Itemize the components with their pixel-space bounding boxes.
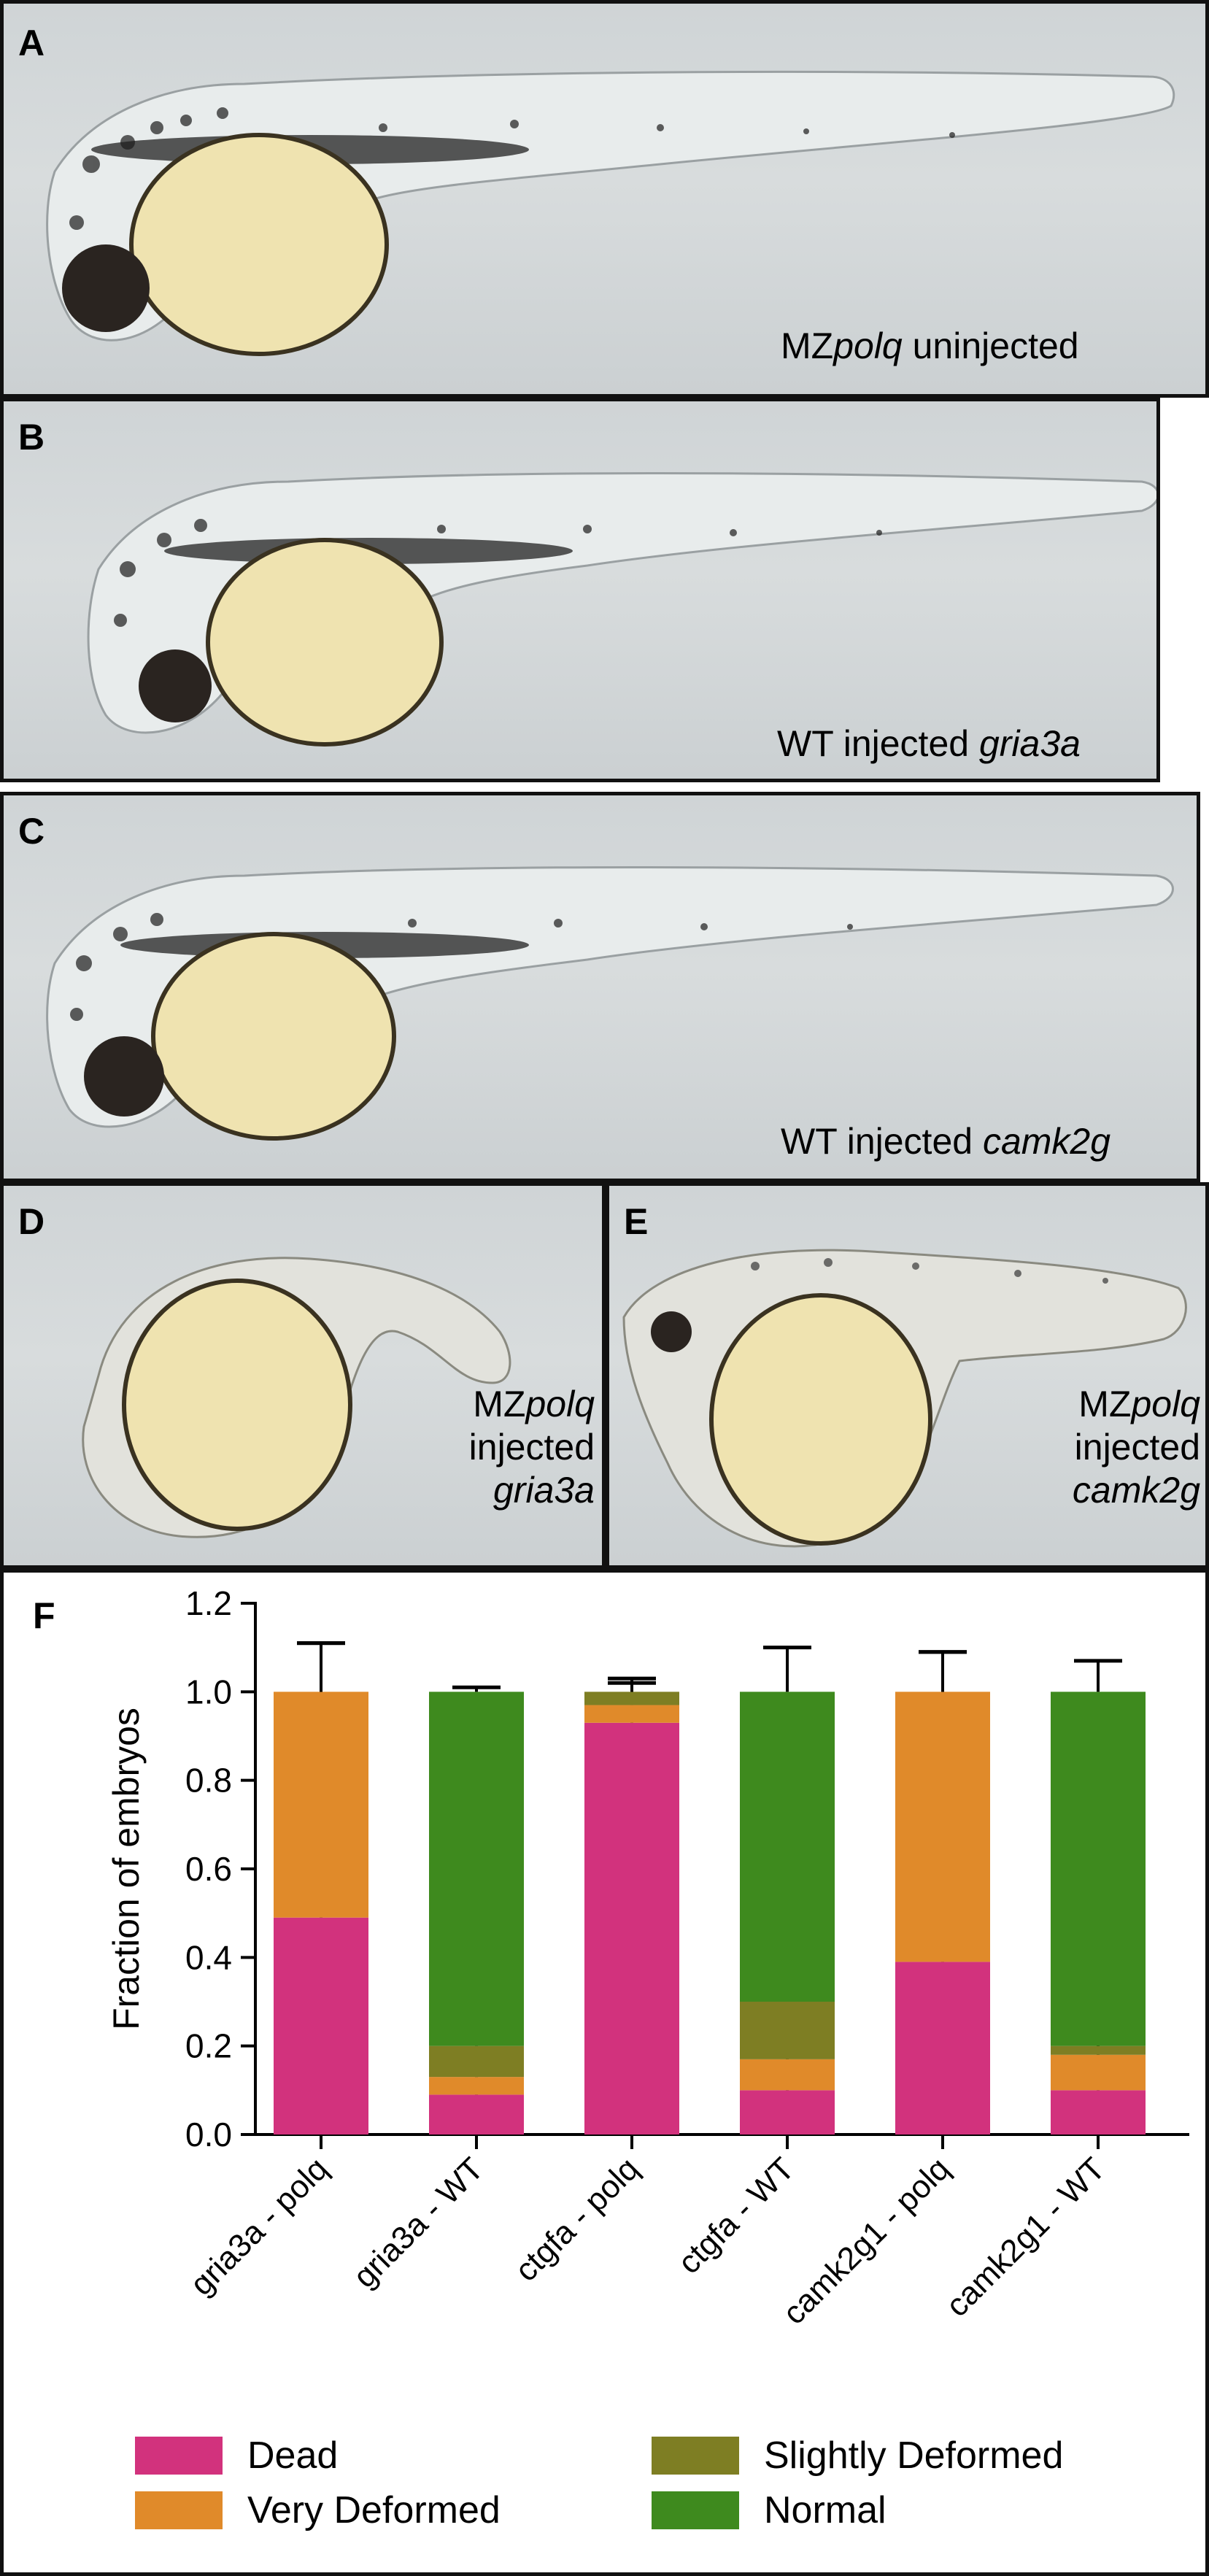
bar-segment-dead <box>740 2090 835 2135</box>
caption-a-prefix: MZ <box>781 325 834 366</box>
legend-item-dead: Dead <box>135 2434 338 2477</box>
caption-e-line1: MZpolq <box>1018 1383 1200 1426</box>
y-axis-label: Fraction of embryos <box>106 1708 147 2030</box>
bar-segment-slightly-deformed <box>1051 2045 1146 2055</box>
legend-label-dead: Dead <box>247 2434 339 2477</box>
x-tick-label: gria3a - polq <box>183 2151 335 2302</box>
bar-segment-dead <box>1051 2090 1146 2135</box>
bar-segment-very-deformed <box>1051 2054 1146 2091</box>
bar-segment-very-deformed <box>584 1705 679 1723</box>
panel-label-f: F <box>33 1595 55 1636</box>
legend-label-normal: Normal <box>764 2489 887 2531</box>
panel-a-caption: MZpolq uninjected <box>781 325 1079 368</box>
y-tick-label: 0.2 <box>185 2027 232 2065</box>
x-tick-label: camk2g1 - polq <box>776 2151 957 2331</box>
zebrafish-embryo-e <box>622 1249 1187 1548</box>
caption-e-line3: camk2g <box>1018 1469 1200 1512</box>
panel-e-image: E MZpolq injected camk2g <box>606 1182 1209 1569</box>
caption-c-gene: camk2g <box>982 1121 1111 1162</box>
caption-a-suffix: uninjected <box>902 325 1079 366</box>
bar-segment-slightly-deformed <box>584 1692 679 1705</box>
bar-segment-normal <box>1051 1692 1146 2046</box>
caption-d-line3: gria3a <box>441 1469 595 1512</box>
y-tick-label: 0.4 <box>185 1938 232 1976</box>
bar-segment-slightly-deformed <box>740 2002 835 2059</box>
caption-e-prefix: MZ <box>1078 1384 1132 1424</box>
legend-item-very-deformed: Very Deformed <box>135 2488 501 2532</box>
x-tick-label: ctgfa - WT <box>671 2151 801 2280</box>
caption-d-prefix: MZ <box>473 1384 526 1424</box>
bar-segment-very-deformed <box>895 1692 990 1962</box>
legend-swatch-normal <box>652 2491 739 2529</box>
legend-swatch-slightly-deformed <box>652 2437 739 2475</box>
caption-d-gene2: gria3a <box>493 1470 595 1511</box>
legend-swatch-very-deformed <box>135 2491 223 2529</box>
panel-label-a: A <box>18 23 45 63</box>
caption-e-gene1: polq <box>1131 1384 1200 1424</box>
panel-a-image: A MZpolq uninjected <box>0 0 1209 398</box>
panel-b-image: B WT injected gria3a <box>0 398 1160 782</box>
bar-segment-dead <box>584 1722 679 2135</box>
y-tick-label: 1.0 <box>185 1673 232 1711</box>
zebrafish-embryo-d <box>82 1257 511 1538</box>
panel-f-chart: F 0.0 0.2 0.4 0.6 0.8 1.0 1.2 Fraction of embry… <box>0 1569 1209 2576</box>
bar-segment-very-deformed <box>740 2059 835 2091</box>
panel-label-c: C <box>18 811 45 852</box>
caption-c-prefix: WT injected <box>781 1121 983 1162</box>
bar-segment-very-deformed <box>274 1692 368 1918</box>
bar-segment-dead <box>429 2094 524 2135</box>
caption-a-gene: polq <box>833 325 903 366</box>
y-tick-label: 0.0 <box>185 2116 232 2153</box>
legend-swatch-dead <box>135 2437 223 2475</box>
bar-segment-slightly-deformed <box>429 2045 524 2078</box>
caption-d-line1: MZpolq <box>441 1383 595 1426</box>
y-tick-label: 0.8 <box>185 1762 232 1800</box>
x-tick-label: gria3a - WT <box>347 2151 490 2294</box>
panel-c-caption: WT injected camk2g <box>781 1120 1110 1163</box>
y-tick-label: 1.2 <box>185 1584 232 1622</box>
bar-segment-normal <box>429 1692 524 2046</box>
bar-segment-very-deformed <box>429 2077 524 2095</box>
caption-e-line2: injected <box>1074 1427 1200 1468</box>
legend-item-slightly-deformed: Slightly Deformed <box>652 2434 1063 2477</box>
panel-c-image: C WT injected camk2g <box>0 792 1200 1182</box>
panel-b-caption: WT injected gria3a <box>777 722 1081 766</box>
bar-segment-normal <box>740 1692 835 2002</box>
legend-label-very-deformed: Very Deformed <box>247 2489 501 2531</box>
caption-e-gene2: camk2g <box>1072 1470 1200 1511</box>
zebrafish-larva-a <box>46 70 1175 356</box>
bar-segment-dead <box>274 1917 368 2135</box>
panel-d-caption: MZpolq injected gria3a <box>441 1383 595 1512</box>
x-tick-label: camk2g1 - WT <box>939 2151 1112 2324</box>
caption-d-line2: injected <box>468 1427 595 1468</box>
zebrafish-larva-b <box>87 471 1156 747</box>
x-tick-label: ctgfa - polq <box>508 2151 646 2288</box>
caption-b-prefix: WT injected <box>777 723 979 764</box>
panel-e-caption: MZpolq injected camk2g <box>1018 1383 1200 1512</box>
bar-segment-dead <box>895 1962 990 2135</box>
caption-b-gene: gria3a <box>978 723 1081 764</box>
legend-label-slightly-deformed: Slightly Deformed <box>764 2434 1064 2477</box>
zebrafish-larva-c <box>46 865 1174 1141</box>
caption-d-gene1: polq <box>525 1384 595 1424</box>
panel-label-d: D <box>18 1201 45 1242</box>
y-tick-label: 0.6 <box>185 1850 232 1888</box>
stacked-bar-chart: 0.0 0.2 0.4 0.6 0.8 1.0 1.2 Fraction of embryos… <box>106 1584 1189 2332</box>
panel-d-image: D MZpolq injected gria3a <box>0 1182 606 1569</box>
panel-label-b: B <box>18 417 45 458</box>
legend-item-normal: Normal <box>652 2488 887 2532</box>
panel-label-e: E <box>624 1201 649 1242</box>
